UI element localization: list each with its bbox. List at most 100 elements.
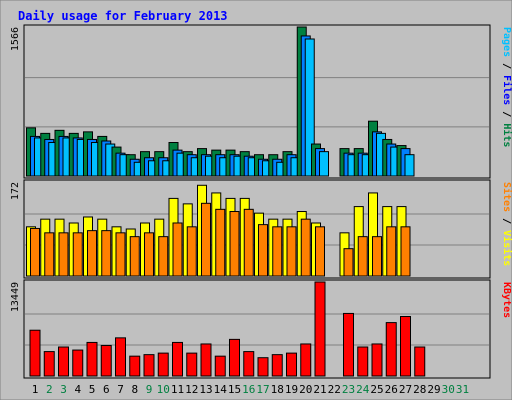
legend-files: Files — [501, 75, 512, 105]
x-tick-label-day-23: 23 — [342, 383, 355, 396]
bar-sites-day-13 — [201, 202, 211, 277]
x-tick-label-day-21: 21 — [313, 383, 326, 396]
x-tick-label-day-25: 25 — [370, 383, 383, 396]
bar-sites-day-19 — [286, 226, 297, 277]
bar-kbytes-day-20 — [300, 343, 312, 377]
panel-visits_sites: 172 Sites / Visits — [10, 179, 512, 279]
x-tick-label-day-10: 10 — [157, 383, 170, 396]
x-tick-label-day-7: 7 — [117, 383, 124, 396]
bar-kbytes-day-19 — [286, 352, 297, 377]
x-tick-label-day-19: 19 — [285, 383, 298, 396]
x-tick-label-day-5: 5 — [89, 383, 96, 396]
bar-kbytes-day-15 — [229, 338, 240, 377]
x-tick-label-day-24: 24 — [356, 383, 370, 396]
bar-kbytes-day-25 — [371, 343, 383, 377]
x-tick-label-day-20: 20 — [299, 383, 312, 396]
bar-kbytes-day-8 — [129, 355, 141, 377]
panel-legend: Pages / Files / Hits — [501, 27, 512, 147]
bar-kbytes-day-27 — [400, 315, 411, 377]
bar-sites-day-6 — [101, 230, 112, 277]
bar-kbytes-day-18 — [271, 354, 283, 377]
panel-legend: Sites / Visits — [501, 182, 512, 266]
x-tick-label-day-12: 12 — [185, 383, 198, 396]
bar-kbytes-day-11 — [172, 341, 183, 377]
x-tick-label-day-9: 9 — [146, 383, 153, 396]
x-tick-label-day-18: 18 — [271, 383, 284, 396]
bar-sites-day-27 — [400, 226, 411, 277]
x-tick-label-day-2: 2 — [46, 383, 53, 396]
bar-kbytes-day-10 — [157, 352, 169, 377]
legend-separator: / — [501, 57, 512, 75]
x-tick-label-day-29: 29 — [427, 383, 440, 396]
x-tick-label-day-8: 8 — [131, 383, 138, 396]
x-tick-label-day-30: 30 — [442, 383, 455, 396]
bar-kbytes-day-23 — [343, 312, 354, 377]
legend-visits: Visits — [501, 230, 512, 266]
bar-sites-day-14 — [215, 208, 226, 277]
bar-kbytes-day-7 — [115, 337, 126, 377]
panel-kbytes: 13449 KBytes — [10, 279, 512, 379]
bar-kbytes-day-2 — [43, 351, 55, 377]
bar-kbytes-day-14 — [214, 355, 226, 377]
x-tick-label-day-11: 11 — [171, 383, 184, 396]
bar-sites-day-4 — [72, 232, 83, 277]
panel-hits_files_pages: 1566 Pages / Files / Hits — [10, 24, 512, 179]
x-tick-label-day-14: 14 — [214, 383, 228, 396]
bar-sites-day-20 — [300, 218, 311, 277]
chart-title: Daily usage for February 2013 — [18, 9, 228, 23]
bar-kbytes-day-4 — [72, 349, 84, 377]
bar-kbytes-day-17 — [257, 357, 269, 377]
x-tick-label-day-22: 22 — [328, 383, 341, 396]
x-tick-label-day-6: 6 — [103, 383, 110, 396]
bar-sites-day-7 — [115, 232, 126, 277]
bar-sites-day-2 — [44, 232, 55, 277]
bar-kbytes-day-1 — [29, 329, 41, 377]
bar-sites-day-24 — [357, 236, 368, 277]
panel-legend: KBytes — [501, 282, 512, 318]
bar-kbytes-day-24 — [357, 346, 369, 377]
legend-separator: / — [501, 212, 512, 230]
bar-pages-day-27 — [404, 154, 415, 177]
bar-sites-day-1 — [30, 227, 40, 277]
bar-sites-day-5 — [87, 230, 97, 277]
legend-pages: Pages — [501, 27, 512, 57]
panels-layer: 1566 Pages / Files / Hits 172 Sites / Visit… — [10, 24, 512, 379]
x-tick-label-day-31: 31 — [456, 383, 469, 396]
x-tick-label-day-15: 15 — [228, 383, 241, 396]
bar-sites-day-26 — [386, 226, 397, 277]
bar-sites-day-16 — [243, 208, 254, 277]
x-tick-label-day-4: 4 — [74, 383, 81, 396]
x-tick-label-day-28: 28 — [413, 383, 426, 396]
bar-pages-day-20 — [304, 38, 315, 177]
x-tick-label-day-13: 13 — [199, 383, 212, 396]
bar-pages-day-21 — [319, 151, 329, 177]
bar-sites-day-23 — [343, 248, 354, 277]
y-max-label: 172 — [10, 182, 21, 200]
bar-sites-day-8 — [129, 236, 140, 277]
bar-kbytes-day-26 — [385, 322, 397, 377]
y-max-label: 1566 — [10, 27, 21, 51]
x-tick-labels: 1 2 3 4 5 6 7 8 9 10 11 12 13 14 15 16 17 18 19 20 21 22 23 24 2… — [32, 383, 469, 396]
bar-sites-day-12 — [186, 226, 197, 277]
x-tick-label-day-27: 27 — [399, 383, 412, 396]
bar-kbytes-day-16 — [243, 351, 255, 377]
bar-sites-day-21 — [315, 226, 325, 277]
x-tick-label-day-1: 1 — [32, 383, 39, 396]
bar-sites-day-11 — [172, 222, 183, 277]
y-max-label: 13449 — [10, 282, 21, 312]
bar-sites-day-15 — [229, 211, 240, 277]
x-tick-label-day-3: 3 — [60, 383, 67, 396]
bar-sites-day-25 — [372, 236, 382, 277]
bar-kbytes-day-28 — [414, 346, 426, 377]
bar-sites-day-9 — [144, 232, 154, 277]
bar-kbytes-day-3 — [58, 346, 69, 377]
legend-separator: / — [501, 105, 512, 123]
legend-sites: Sites — [501, 182, 512, 212]
bar-kbytes-day-6 — [100, 344, 112, 377]
bar-kbytes-day-9 — [143, 354, 155, 377]
legend-kbytes: KBytes — [501, 282, 512, 318]
bar-sites-day-17 — [258, 224, 268, 277]
bar-kbytes-day-12 — [186, 352, 198, 377]
